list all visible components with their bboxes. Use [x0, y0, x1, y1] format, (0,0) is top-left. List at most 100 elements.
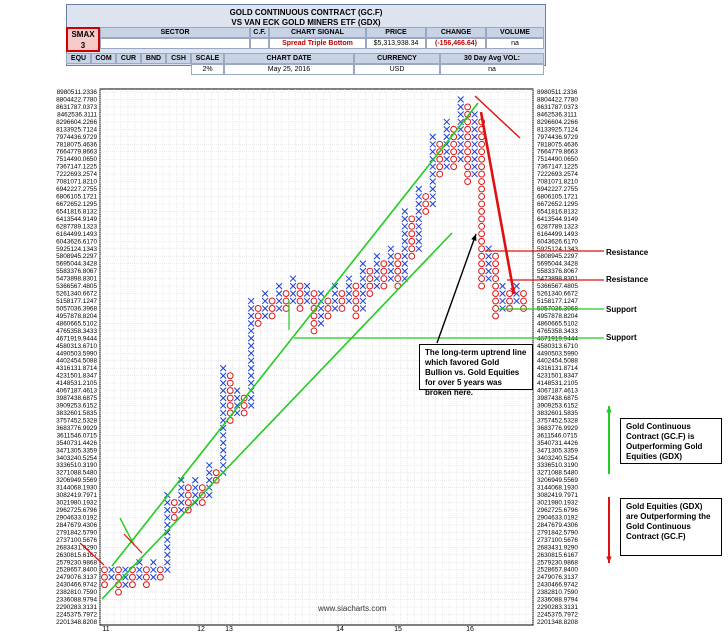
- y-tick-label-right: 3021980.1932: [537, 500, 578, 507]
- o-mark: [464, 103, 472, 111]
- y-tick-label-left: 3144068.1930: [56, 485, 97, 492]
- o-mark: [184, 506, 192, 514]
- x-mark: [471, 163, 478, 170]
- x-mark: [471, 148, 478, 156]
- y-tick-label-right: 6413544.9149: [537, 216, 578, 223]
- x-mark: [164, 566, 171, 574]
- y-tick-label-left: 4957878.8204: [56, 313, 97, 320]
- y-tick-label-right: 3206949.5569: [537, 477, 578, 484]
- uptrend-channel-line: [111, 102, 479, 567]
- o-mark: [478, 267, 486, 275]
- y-tick-label-right: 7222693.2574: [537, 171, 578, 178]
- downtrend-line-early: [79, 542, 105, 566]
- o-mark: [478, 252, 486, 260]
- y-tick-label-left: 2245375.7972: [56, 612, 97, 619]
- chart-date-value: May 25, 2016: [224, 64, 354, 75]
- x-mark: [191, 484, 199, 491]
- o-mark: [296, 290, 304, 297]
- x-mark: [401, 267, 409, 275]
- o-mark: [492, 260, 500, 268]
- y-tick-label-left: 3206949.5569: [56, 477, 97, 484]
- x-mark: [191, 491, 199, 499]
- y-tick-label-right: 3471305.3359: [537, 447, 578, 454]
- o-mark: [226, 402, 234, 409]
- x-mark: [317, 312, 325, 320]
- x-mark: [345, 275, 353, 282]
- x-mark: [499, 282, 506, 290]
- csh-label: CSH: [166, 53, 191, 64]
- x-mark: [345, 290, 353, 297]
- x-mark: [485, 252, 492, 260]
- x-mark: [359, 260, 367, 267]
- o-mark: [198, 491, 206, 499]
- support-label-2: Support: [606, 333, 637, 342]
- x-mark: [247, 394, 255, 402]
- y-tick-label-right: 2683431.9290: [537, 544, 578, 551]
- o-mark: [324, 297, 332, 305]
- callout-arrow-head: [471, 234, 477, 241]
- y-tick-label-right: 2290283.3131: [537, 604, 578, 611]
- x-mark: [164, 536, 171, 544]
- x-mark: [443, 118, 450, 126]
- x-mark: [178, 484, 185, 491]
- uptrend-callout: The long-term uptrend line which favored…: [419, 344, 533, 397]
- x-mark: [219, 454, 227, 462]
- o-mark: [338, 305, 346, 312]
- o-mark: [478, 140, 486, 148]
- o-mark: [520, 290, 527, 297]
- x-mark: [387, 260, 395, 267]
- y-tick-label-left: 2791842.5790: [56, 529, 97, 536]
- y-tick-label-left: 5261340.6672: [56, 291, 97, 298]
- x-mark: [247, 364, 255, 372]
- o-mark: [352, 290, 360, 297]
- x-mark: [331, 297, 339, 305]
- x-mark: [485, 275, 492, 282]
- y-tick-label-left: 4067187.4613: [56, 388, 97, 395]
- resistance-label-2: Resistance: [606, 275, 649, 284]
- y-tick-label-right: 3832601.5835: [537, 410, 578, 417]
- o-mark: [366, 282, 374, 290]
- long-term-uptrend-line: [101, 232, 453, 600]
- x-mark: [373, 260, 381, 267]
- y-tick-label-right: 5808945.2297: [537, 253, 578, 260]
- sector-value: [100, 38, 250, 49]
- x-mark: [136, 566, 143, 574]
- y-tick-label-left: 3611546.0715: [57, 432, 98, 439]
- y-tick-label-left: 7818075.4636: [56, 141, 97, 148]
- o-mark: [142, 566, 150, 574]
- o-mark: [436, 170, 444, 178]
- y-tick-label-left: 2737100.5676: [56, 537, 97, 544]
- y-tick-label-left: 4148531.2105: [56, 380, 97, 387]
- o-mark: [352, 297, 360, 305]
- x-mark: [387, 267, 395, 275]
- x-mark: [471, 170, 478, 178]
- o-mark: [478, 163, 486, 171]
- o-mark: [268, 297, 276, 305]
- x-mark: [331, 290, 339, 297]
- y-tick-label-left: 8631787.0373: [56, 104, 97, 111]
- o-mark: [450, 155, 458, 163]
- chart-date-label: CHART DATE: [224, 53, 354, 64]
- legend-up-box: Gold Continuous Contract (GC.F) is Outpe…: [620, 418, 722, 464]
- o-mark: [478, 230, 486, 238]
- x-mark: [401, 208, 409, 215]
- x-mark: [359, 290, 367, 297]
- x-mark: [317, 290, 325, 297]
- y-tick-label-left: 2847679.4306: [56, 522, 97, 529]
- o-mark: [492, 290, 500, 297]
- o-mark: [101, 581, 108, 589]
- x-mark: [457, 111, 464, 118]
- o-mark: [115, 573, 122, 581]
- y-tick-label-right: 7514490.0650: [537, 156, 578, 163]
- o-mark: [478, 245, 486, 253]
- o-mark: [492, 297, 500, 305]
- x-mark: [233, 402, 241, 409]
- y-tick-label-left: 5366567.4805: [56, 283, 97, 290]
- y-tick-label-left: 7664779.8663: [56, 149, 97, 156]
- o-mark: [226, 394, 234, 402]
- y-tick-label-left: 3403240.5254: [56, 455, 97, 462]
- o-mark: [310, 290, 318, 297]
- o-mark: [240, 409, 248, 417]
- o-mark: [478, 148, 486, 156]
- x-mark: [415, 223, 423, 230]
